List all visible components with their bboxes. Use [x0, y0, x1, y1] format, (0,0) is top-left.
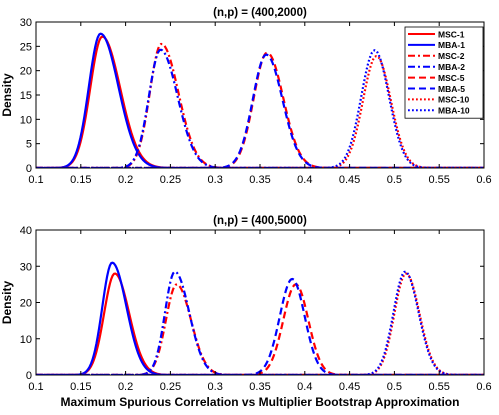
y-tick-label: 15: [20, 90, 32, 102]
legend-label-msc-2: MSC-2: [438, 51, 465, 61]
series-mba-1: [36, 261, 484, 375]
x-tick-label: 0.15: [70, 174, 91, 186]
legend: MSC-1MBA-1MSC-2MBA-2MSC-5MBA-5MSC-10MBA-…: [404, 26, 484, 119]
x-tick-label: 0.15: [70, 381, 91, 393]
legend-label-msc-5: MSC-5: [438, 73, 465, 83]
y-axis-label: Density: [0, 73, 14, 117]
series-mba-1: [36, 32, 484, 168]
y-tick-label: 0: [26, 370, 32, 382]
series-group: [36, 32, 484, 168]
x-tick-label: 0.55: [428, 174, 449, 186]
y-tick-label: 25: [20, 41, 32, 53]
x-tick-label: 0.25: [160, 381, 181, 393]
x-tick-label: 0.1: [28, 381, 43, 393]
x-tick-label: 0.5: [387, 174, 402, 186]
x-tick-label: 0.2: [118, 381, 133, 393]
y-tick-label: 10: [20, 334, 32, 346]
x-tick-label: 0.45: [339, 381, 360, 393]
x-tick-label: 0.2: [118, 174, 133, 186]
x-tick-label: 0.6: [476, 381, 491, 393]
series-msc-10: [36, 272, 484, 375]
y-tick-label: 10: [20, 114, 32, 126]
y-tick-label: 20: [20, 66, 32, 78]
legend-label-mba-2: MBA-2: [438, 62, 465, 72]
x-tick-label: 0.55: [428, 381, 449, 393]
series-msc-1: [36, 272, 484, 375]
y-tick-label: 40: [20, 225, 32, 237]
x-axis-label: Maximum Spurious Correlation vs Multipli…: [61, 395, 460, 409]
y-tick-label: 30: [20, 261, 32, 273]
y-tick-label: 30: [20, 17, 32, 29]
legend-label-mba-1: MBA-1: [438, 40, 465, 50]
x-tick-label: 0.5: [387, 381, 402, 393]
panel-2: [35, 229, 485, 376]
chart-title: (n,p) = (400,2000): [213, 7, 307, 19]
legend-label-msc-10: MSC-10: [438, 95, 469, 105]
chart-title: (n,p) = (400,5000): [213, 215, 307, 227]
y-tick-label: 5: [26, 139, 32, 151]
legend-label-mba-10: MBA-10: [438, 106, 470, 116]
y-tick-label: 0: [26, 163, 32, 175]
x-tick-label: 0.1: [28, 174, 43, 186]
legend-box: [404, 26, 484, 119]
x-tick-label: 0.4: [297, 174, 312, 186]
x-tick-label: 0.4: [297, 381, 312, 393]
y-axis-label: Density: [0, 281, 14, 325]
y-tick-label: 20: [20, 298, 32, 310]
x-tick-label: 0.45: [339, 174, 360, 186]
legend-label-msc-1: MSC-1: [438, 29, 465, 39]
panel-1: MSC-1MBA-1MSC-2MBA-2MSC-5MBA-5MSC-10MBA-…: [35, 21, 485, 169]
x-tick-label: 0.3: [208, 381, 223, 393]
series-group: [36, 261, 484, 375]
series-mba-5: [36, 53, 484, 168]
x-tick-label: 0.6: [476, 174, 491, 186]
x-tick-label: 0.3: [208, 174, 223, 186]
x-tick-label: 0.25: [160, 174, 181, 186]
series-mba-5: [36, 277, 484, 375]
x-tick-label: 0.35: [249, 174, 270, 186]
series-msc-5: [36, 51, 484, 168]
legend-label-mba-5: MBA-5: [438, 84, 465, 94]
x-tick-label: 0.35: [249, 381, 270, 393]
